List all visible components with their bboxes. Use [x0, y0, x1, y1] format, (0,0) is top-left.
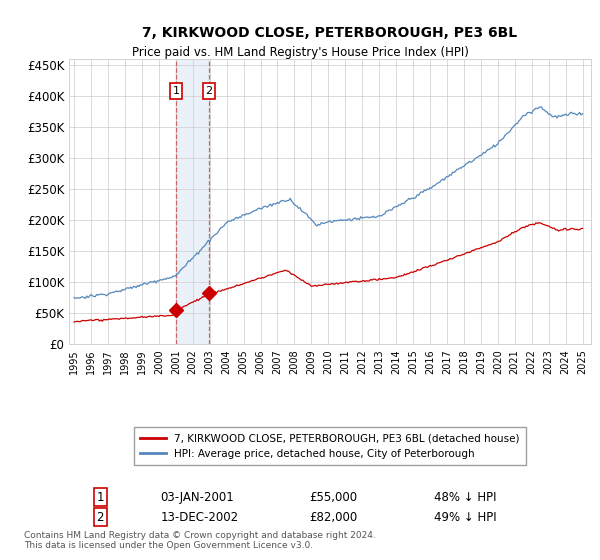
- Text: £82,000: £82,000: [309, 511, 358, 524]
- Text: 2: 2: [205, 86, 212, 96]
- Text: 03-JAN-2001: 03-JAN-2001: [160, 491, 234, 503]
- Text: 1: 1: [97, 491, 104, 503]
- Text: £55,000: £55,000: [309, 491, 357, 503]
- Text: 2: 2: [97, 511, 104, 524]
- Text: Contains HM Land Registry data © Crown copyright and database right 2024.
This d: Contains HM Land Registry data © Crown c…: [24, 530, 376, 550]
- Title: 7, KIRKWOOD CLOSE, PETERBOROUGH, PE3 6BL: 7, KIRKWOOD CLOSE, PETERBOROUGH, PE3 6BL: [142, 26, 518, 40]
- Text: 49% ↓ HPI: 49% ↓ HPI: [434, 511, 497, 524]
- Legend: 7, KIRKWOOD CLOSE, PETERBOROUGH, PE3 6BL (detached house), HPI: Average price, d: 7, KIRKWOOD CLOSE, PETERBOROUGH, PE3 6BL…: [134, 427, 526, 465]
- Bar: [176, 59, 209, 344]
- Text: 1: 1: [172, 86, 179, 96]
- Text: Price paid vs. HM Land Registry's House Price Index (HPI): Price paid vs. HM Land Registry's House …: [131, 46, 469, 59]
- Text: 48% ↓ HPI: 48% ↓ HPI: [434, 491, 497, 503]
- Text: 13-DEC-2002: 13-DEC-2002: [160, 511, 238, 524]
